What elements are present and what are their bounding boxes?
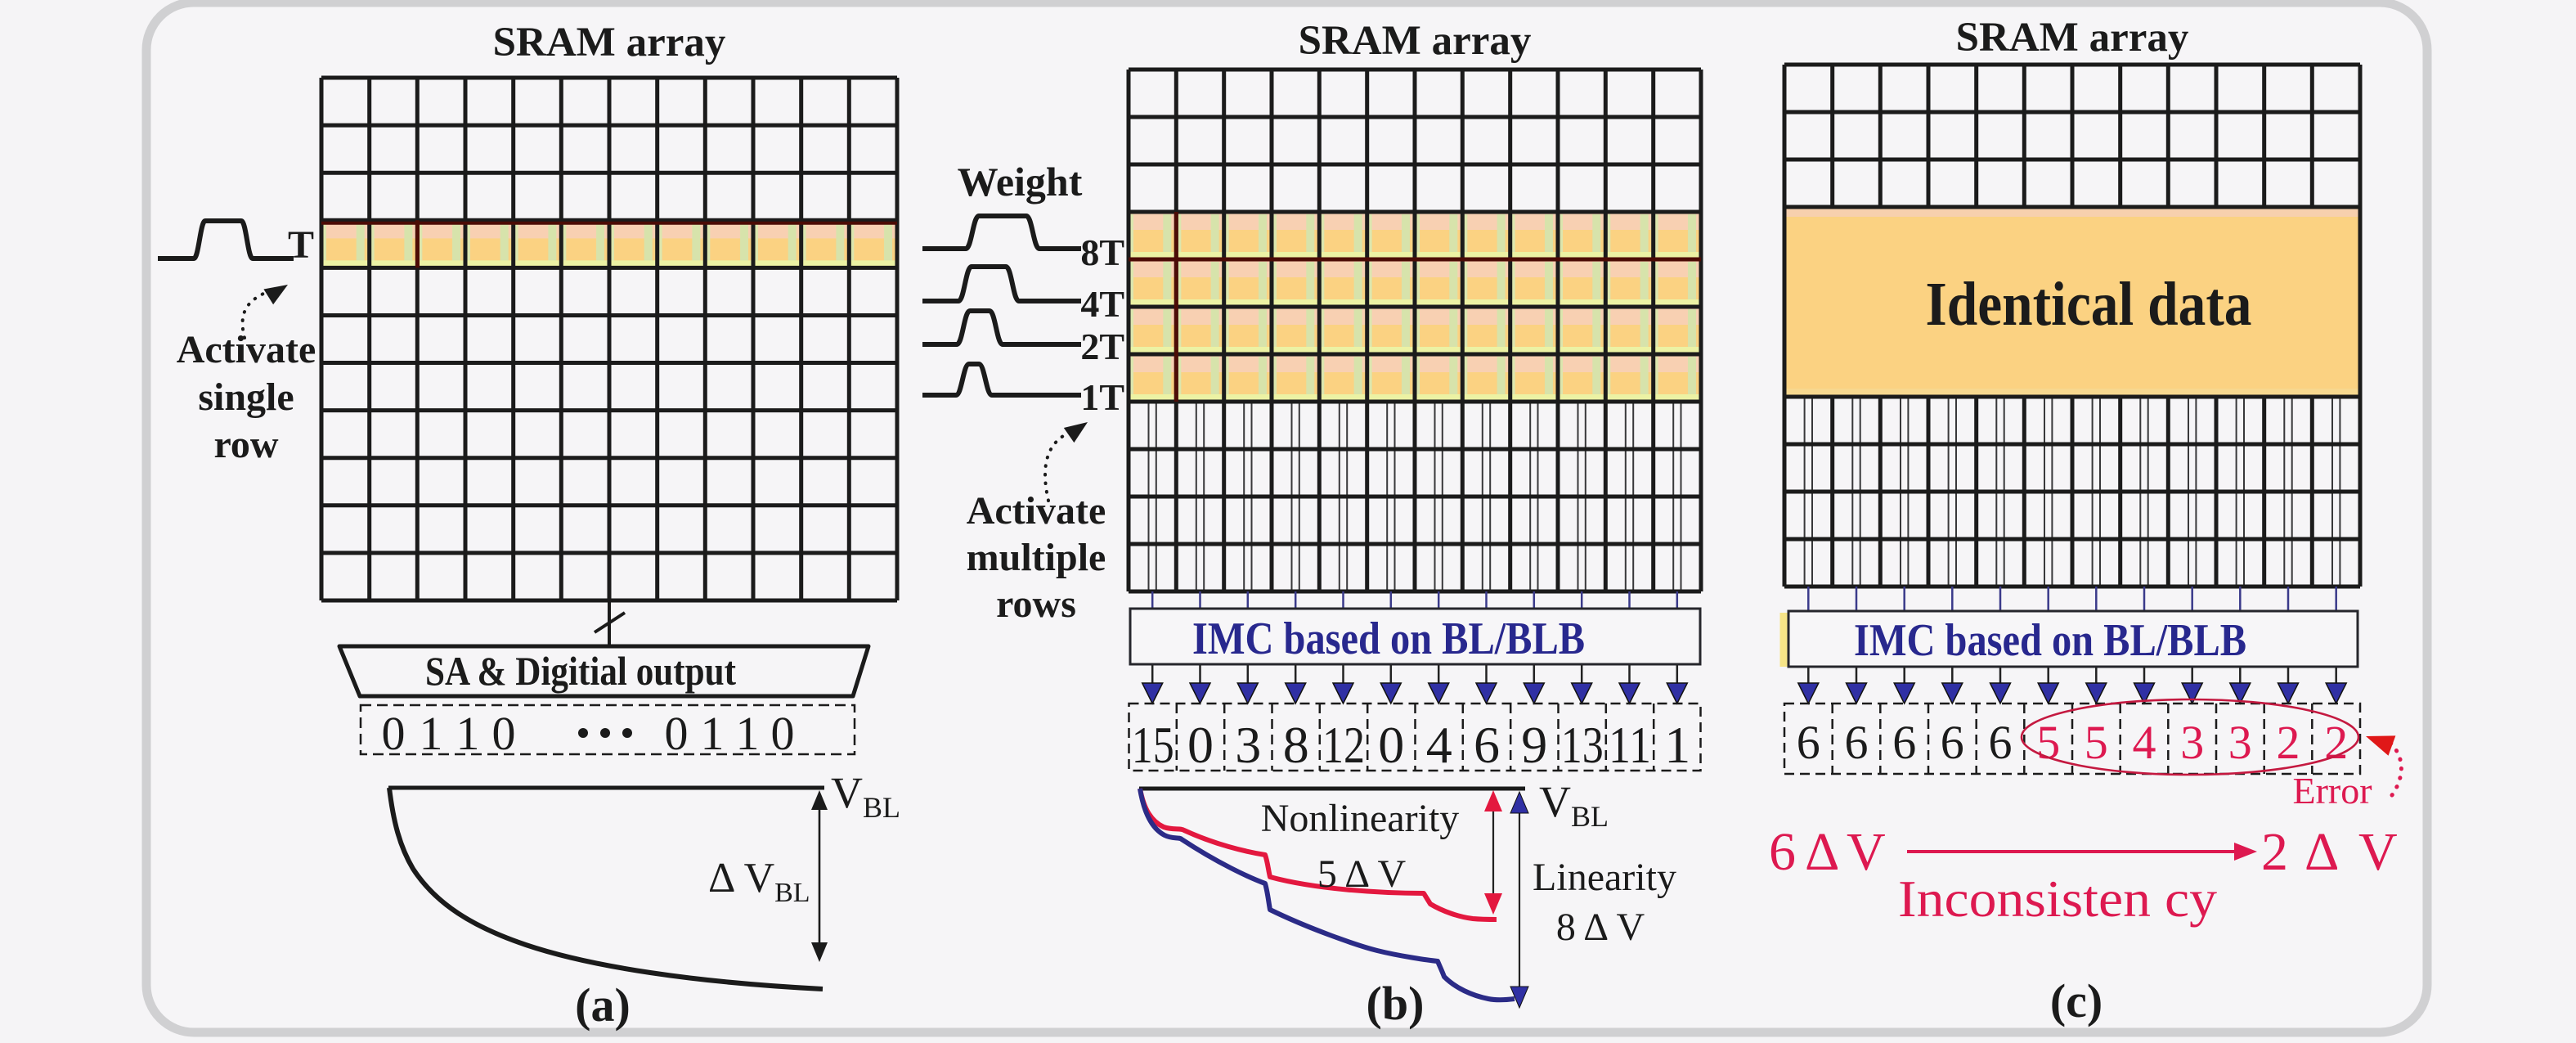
svg-text:(a): (a)	[575, 978, 631, 1032]
svg-text:5 Δ V: 5 Δ V	[1317, 852, 1407, 896]
svg-text:4: 4	[1426, 716, 1452, 774]
svg-text:multiple: multiple	[967, 536, 1106, 579]
svg-text:0: 0	[771, 707, 795, 760]
svg-text:3: 3	[2180, 716, 2204, 769]
svg-text:(b): (b)	[1367, 977, 1425, 1030]
svg-text:8T: 8T	[1080, 232, 1124, 273]
svg-text:V: V	[1847, 822, 1886, 882]
svg-text:4: 4	[2133, 716, 2156, 769]
svg-text:single: single	[198, 375, 294, 419]
svg-text:Δ: Δ	[1805, 822, 1839, 882]
svg-text:0: 0	[492, 707, 516, 760]
svg-text:6: 6	[1769, 822, 1796, 882]
svg-text:IMC based on BL/BLB: IMC based on BL/BLB	[1854, 615, 2246, 666]
svg-text:0: 0	[382, 707, 406, 760]
svg-text:1: 1	[701, 707, 725, 760]
svg-text:IMC based on BL/BLB: IMC based on BL/BLB	[1192, 614, 1585, 664]
svg-text:3: 3	[2228, 716, 2252, 769]
svg-text:15: 15	[1132, 716, 1174, 774]
svg-text:6: 6	[1797, 716, 1820, 769]
svg-text:Weight: Weight	[958, 159, 1083, 205]
svg-text:1T: 1T	[1080, 376, 1124, 418]
svg-text:1: 1	[1664, 716, 1690, 774]
svg-text:Identical data: Identical data	[1926, 270, 2252, 339]
svg-text:SRAM array: SRAM array	[493, 20, 726, 65]
svg-text:3: 3	[1235, 716, 1261, 774]
svg-text:Inconsisten cy: Inconsisten cy	[1898, 870, 2218, 928]
svg-text:8 Δ V: 8 Δ V	[1556, 906, 1645, 949]
svg-text:6: 6	[1941, 716, 1964, 769]
svg-text:13: 13	[1561, 716, 1604, 774]
svg-text:6: 6	[1474, 716, 1500, 774]
svg-text:2: 2	[2261, 822, 2288, 882]
svg-text:2: 2	[2324, 716, 2348, 769]
svg-text:V: V	[2358, 822, 2398, 882]
svg-text:Δ VBL: Δ VBL	[708, 855, 810, 908]
svg-text:2: 2	[2277, 716, 2300, 769]
svg-text:6: 6	[1892, 716, 1916, 769]
svg-text:Linearity: Linearity	[1533, 856, 1676, 899]
svg-text:VBL: VBL	[1539, 777, 1609, 833]
svg-text:Activate: Activate	[177, 328, 316, 371]
svg-text:11: 11	[1609, 716, 1651, 774]
svg-text:T: T	[288, 223, 314, 267]
svg-text:Error: Error	[2292, 770, 2372, 811]
svg-text:Nonlinearity: Nonlinearity	[1261, 797, 1460, 840]
svg-text:0: 0	[1378, 716, 1404, 774]
svg-text:4T: 4T	[1080, 283, 1124, 325]
svg-text:Activate: Activate	[967, 489, 1106, 533]
svg-text:(c): (c)	[2050, 974, 2103, 1027]
svg-text:SRAM array: SRAM array	[1956, 15, 2189, 61]
svg-text:6: 6	[1845, 716, 1869, 769]
svg-text:row: row	[213, 423, 278, 466]
svg-text:8: 8	[1283, 716, 1309, 774]
svg-text:SRAM array: SRAM array	[1299, 18, 1532, 64]
svg-text:9: 9	[1521, 716, 1547, 774]
svg-text:12: 12	[1322, 716, 1365, 774]
svg-text:2T: 2T	[1080, 326, 1124, 367]
svg-text:Δ: Δ	[2304, 822, 2339, 882]
svg-text:1: 1	[456, 707, 480, 760]
svg-text:1: 1	[736, 707, 760, 760]
svg-text:6: 6	[1989, 716, 2013, 769]
svg-text:rows: rows	[996, 582, 1076, 626]
svg-text:5: 5	[2085, 716, 2108, 769]
svg-text:1: 1	[420, 707, 443, 760]
svg-text:0: 0	[1187, 716, 1214, 774]
svg-text:SA & Digitial output: SA & Digitial output	[425, 648, 736, 694]
svg-text:0: 0	[665, 707, 689, 760]
